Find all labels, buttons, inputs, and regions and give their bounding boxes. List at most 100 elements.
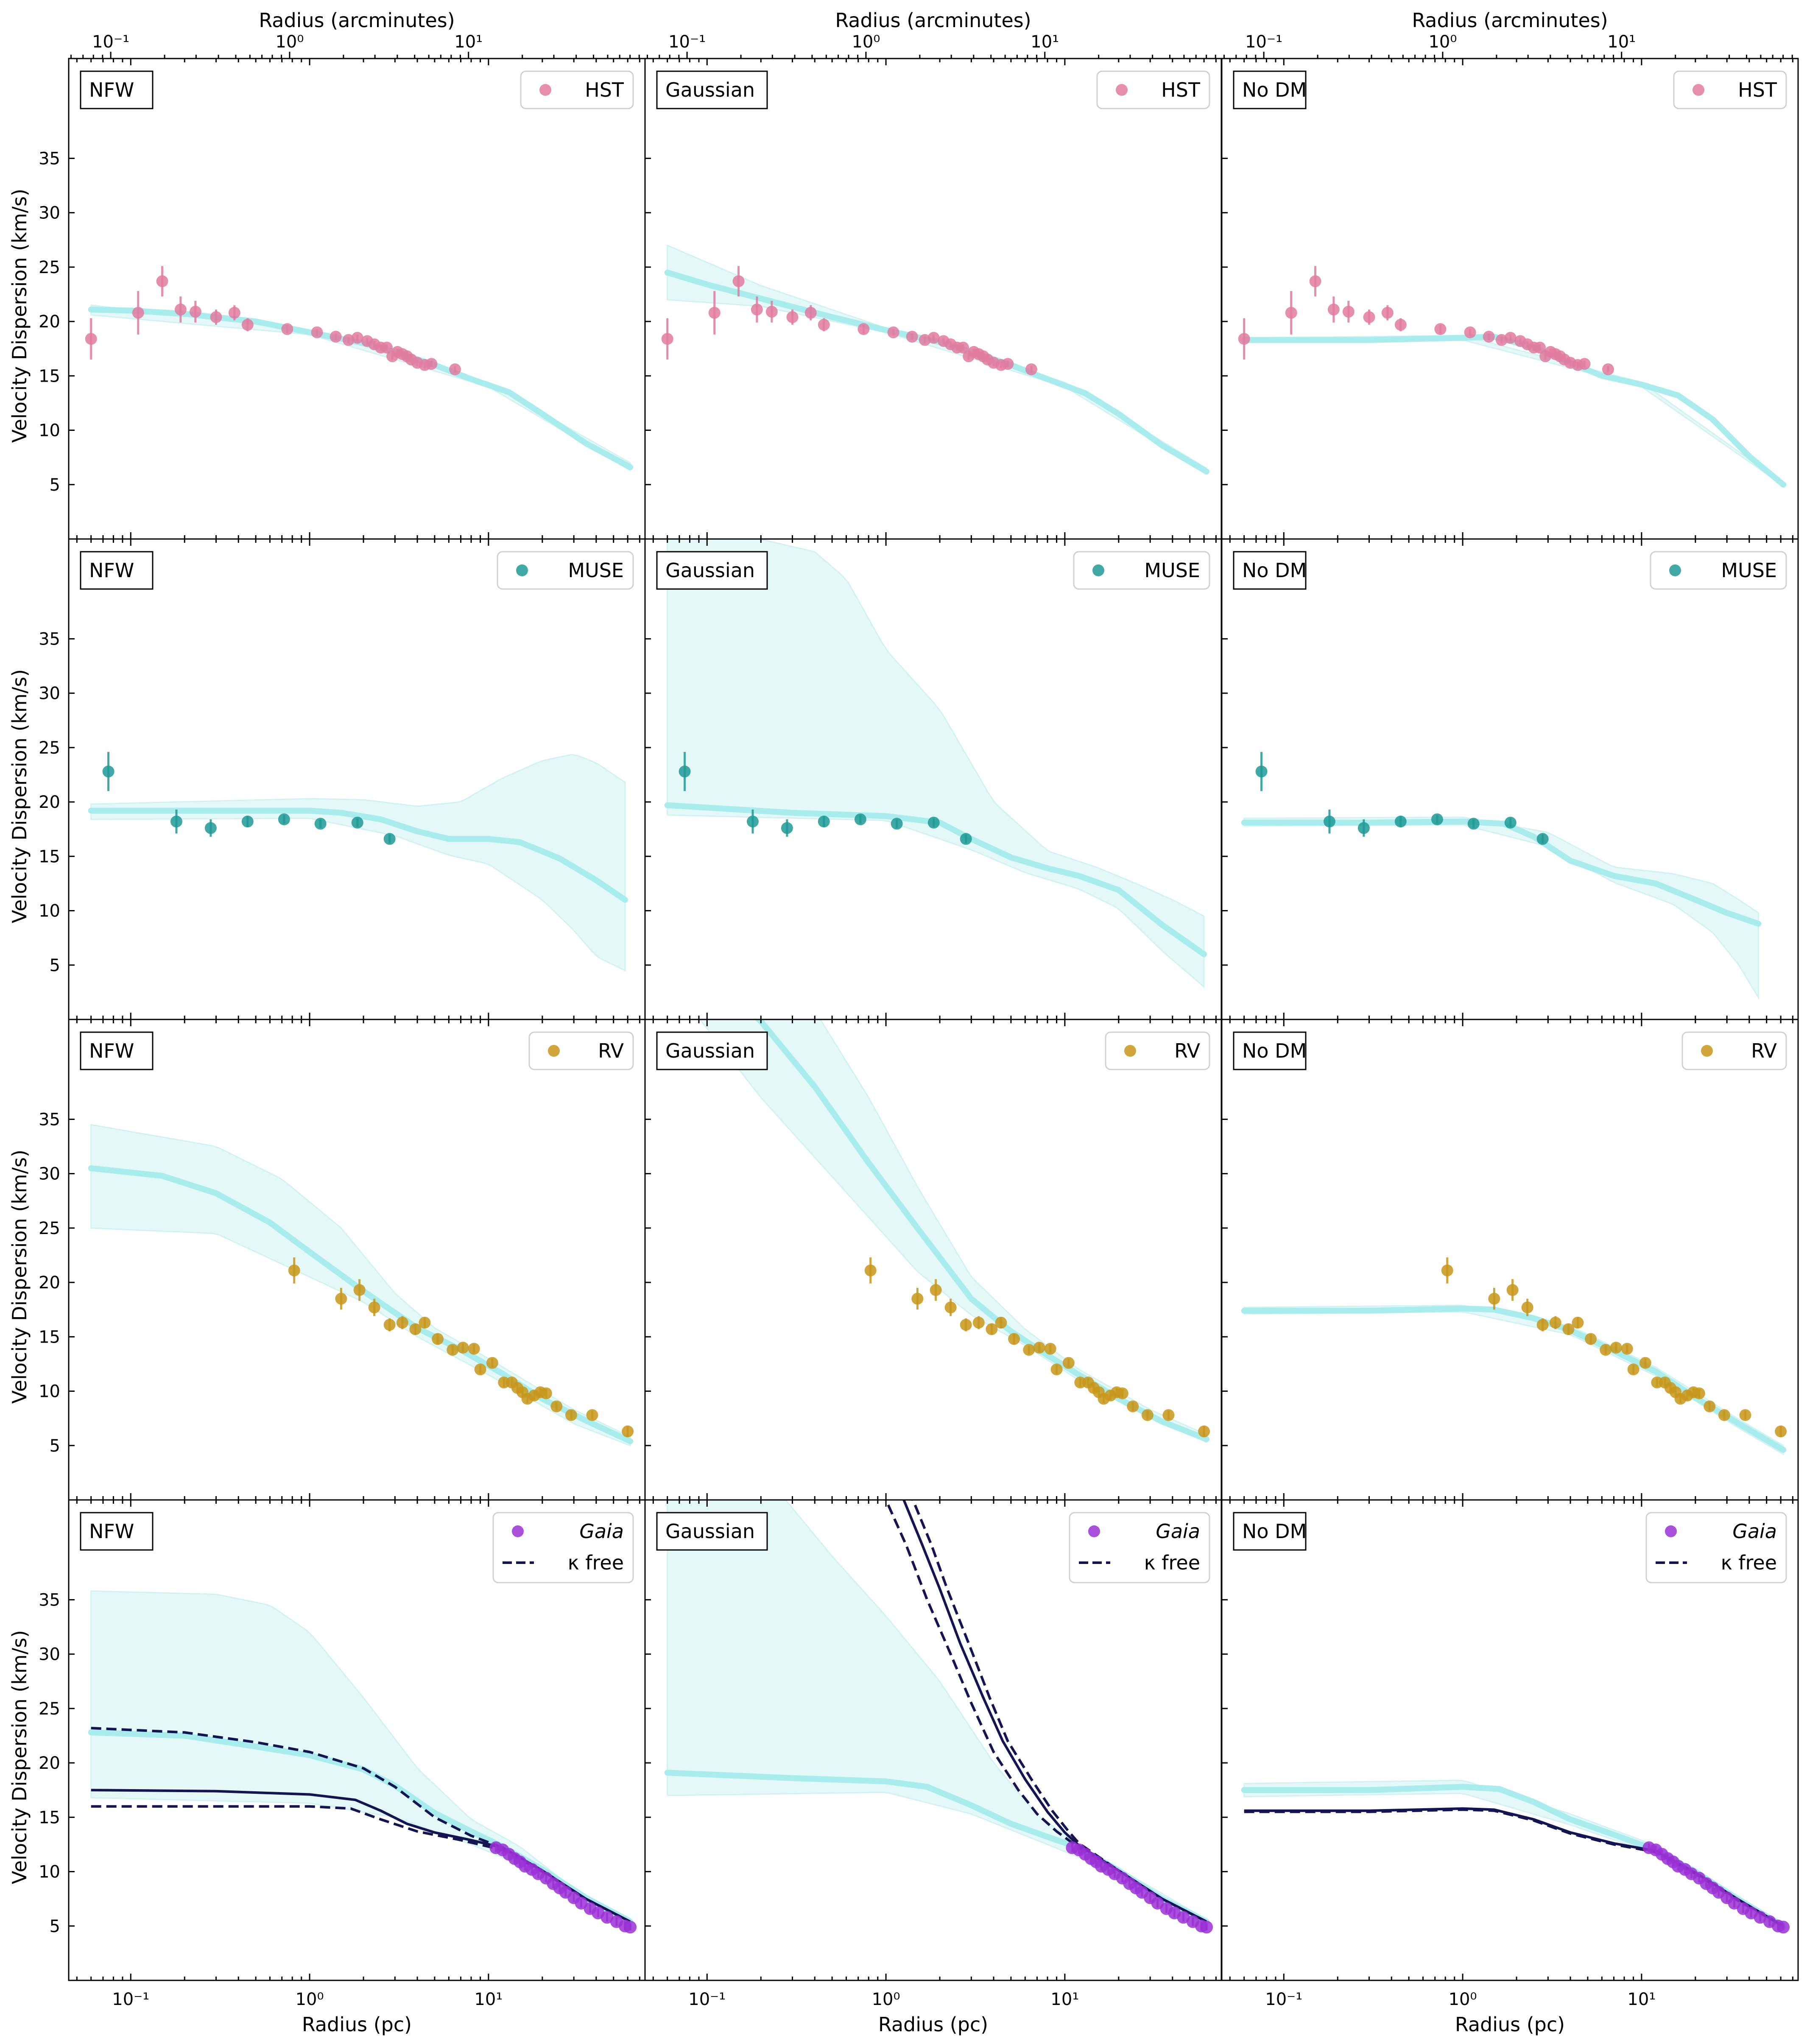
y-tick-label: 30 bbox=[39, 204, 60, 223]
data-point bbox=[170, 815, 182, 828]
model-label-text: NFW bbox=[89, 78, 134, 101]
x-axis-title: Radius (pc) bbox=[302, 2013, 412, 2036]
model-label: Gaussian bbox=[656, 1512, 768, 1551]
data-point bbox=[1323, 815, 1335, 828]
legend-label: HST bbox=[1738, 78, 1777, 101]
data-point bbox=[1578, 358, 1591, 370]
data-point bbox=[1534, 341, 1546, 354]
data-point bbox=[210, 311, 222, 323]
data-point bbox=[486, 1357, 498, 1369]
x-tick-label: 10¹ bbox=[1627, 1990, 1656, 2009]
data-point bbox=[1255, 765, 1268, 778]
data-point bbox=[457, 1341, 469, 1354]
data-point bbox=[1002, 358, 1014, 370]
panel-gaia-no-dm bbox=[1241, 1779, 1790, 1934]
data-point bbox=[751, 303, 763, 316]
top-x-tick-label: 10⁰ bbox=[275, 32, 304, 52]
model-label: No DM bbox=[1233, 1031, 1307, 1070]
model-label-box bbox=[1233, 1031, 1307, 1070]
data-point bbox=[1285, 307, 1297, 319]
top-x-axis-title: Radius (arcminutes) bbox=[1412, 9, 1608, 32]
data-point bbox=[85, 333, 97, 345]
model-label-text: No DM bbox=[1242, 1039, 1307, 1062]
data-point bbox=[1394, 815, 1407, 828]
data-point bbox=[1464, 326, 1476, 338]
legend-frame bbox=[520, 70, 634, 109]
data-point bbox=[156, 275, 168, 288]
data-point bbox=[204, 822, 217, 834]
data-point bbox=[1033, 1341, 1045, 1354]
data-point bbox=[540, 1387, 552, 1399]
legend: MUSE bbox=[497, 551, 634, 590]
data-point bbox=[1238, 333, 1250, 345]
data-point bbox=[586, 1409, 598, 1421]
data-point bbox=[1504, 816, 1517, 829]
data-point bbox=[1127, 1400, 1139, 1413]
data-point bbox=[600, 1911, 614, 1924]
y-tick-label: 35 bbox=[39, 149, 60, 168]
model-label: Gaussian bbox=[656, 1031, 768, 1070]
confidence-band bbox=[699, 1019, 1207, 1444]
legend-marker bbox=[1088, 1525, 1100, 1537]
data-point bbox=[1621, 1343, 1633, 1355]
y-tick-label: 25 bbox=[39, 738, 60, 758]
data-point bbox=[1363, 311, 1375, 323]
model-curve bbox=[664, 802, 1207, 958]
data-point bbox=[335, 1293, 347, 1305]
data-point bbox=[1044, 1343, 1056, 1355]
data-point bbox=[854, 813, 866, 826]
data-point bbox=[278, 813, 290, 826]
model-label-text: Gaussian bbox=[665, 78, 755, 101]
panel-muse-nfw bbox=[88, 752, 628, 972]
data-point bbox=[944, 1301, 957, 1314]
legend-label: MUSE bbox=[1721, 559, 1777, 582]
y-tick-label: 15 bbox=[39, 1327, 60, 1347]
data-point bbox=[342, 334, 355, 346]
data-point bbox=[887, 326, 899, 338]
legend-frame bbox=[1645, 1512, 1787, 1583]
model-label: NFW bbox=[80, 1512, 154, 1551]
data-point bbox=[891, 818, 903, 830]
top-x-tick-label: 10⁻¹ bbox=[92, 32, 129, 52]
data-point bbox=[957, 341, 969, 354]
data-point bbox=[995, 1316, 1007, 1329]
model-curve bbox=[88, 1165, 634, 1444]
data-point bbox=[781, 822, 793, 834]
model-label-box bbox=[80, 1031, 154, 1070]
panel-frame bbox=[68, 58, 646, 540]
model-label-text: NFW bbox=[89, 1520, 134, 1543]
legend-marker bbox=[548, 1045, 560, 1057]
top-x-axis-title: Radius (arcminutes) bbox=[835, 9, 1031, 32]
data-point bbox=[864, 1264, 877, 1276]
data-point bbox=[661, 333, 673, 345]
data-point bbox=[1504, 332, 1517, 344]
data-point bbox=[1141, 1409, 1153, 1421]
y-tick-label: 20 bbox=[39, 1754, 60, 1773]
legend-label: Gaia bbox=[1156, 1520, 1200, 1543]
panel-rv-nfw bbox=[88, 1124, 634, 1446]
legend-marker bbox=[512, 1525, 524, 1537]
legend: RV bbox=[528, 1031, 634, 1070]
panel-rv-no-dm bbox=[1241, 1257, 1787, 1455]
data-point bbox=[474, 1363, 486, 1376]
data-point bbox=[1394, 318, 1407, 331]
y-tick-label: 10 bbox=[39, 421, 60, 441]
panel-frame bbox=[1221, 58, 1799, 540]
y-tick-label: 25 bbox=[39, 1219, 60, 1238]
data-point bbox=[986, 1323, 998, 1335]
y-tick-label: 30 bbox=[39, 684, 60, 704]
legend-label: MUSE bbox=[568, 559, 624, 582]
legend-frame bbox=[497, 551, 634, 590]
data-point bbox=[746, 815, 759, 828]
panel-hst-nfw bbox=[85, 266, 634, 472]
data-point bbox=[1441, 1264, 1453, 1276]
legend-frame bbox=[1650, 551, 1787, 590]
model-label-box bbox=[656, 551, 768, 590]
legend-label: κ free bbox=[1144, 1551, 1200, 1574]
model-curve bbox=[754, 1019, 1210, 1442]
legend-label: κ free bbox=[1721, 1551, 1777, 1574]
model-label-text: Gaussian bbox=[665, 1520, 755, 1543]
data-point bbox=[1610, 1341, 1622, 1354]
model-label-text: No DM bbox=[1242, 559, 1307, 582]
